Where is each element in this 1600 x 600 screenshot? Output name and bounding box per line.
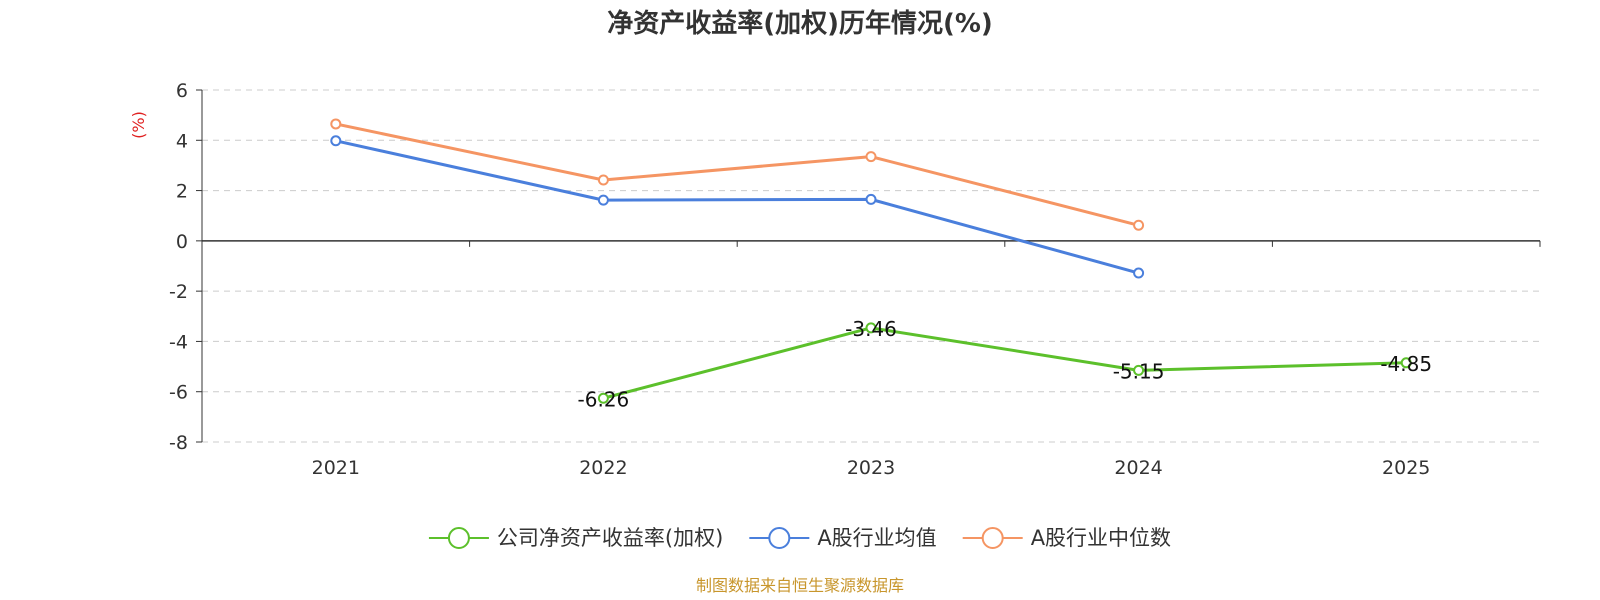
series-3 — [330, 118, 1145, 231]
data-point[interactable] — [597, 392, 609, 404]
legend-label: 公司净资产收益率(加权) — [497, 526, 723, 550]
legend-item-3[interactable]: A股行业中位数 — [962, 526, 1171, 550]
data-point[interactable] — [330, 118, 342, 130]
legend: 公司净资产收益率(加权) A股行业均值 A股行业中位数 — [428, 526, 1171, 550]
legend-swatch-marker — [447, 527, 470, 549]
data-label-layer: -6.26 -3.46 -5.15 -4.85 — [578, 317, 1433, 411]
data-point[interactable] — [1133, 267, 1145, 279]
y-axis-label: (%) — [129, 111, 148, 139]
legend-item-2[interactable]: A股行业均值 — [749, 526, 937, 550]
data-label: -6.26 — [578, 387, 630, 411]
data-point[interactable] — [865, 151, 877, 163]
series-1 — [597, 322, 1412, 404]
data-label: -5.15 — [1113, 359, 1165, 383]
axis-layer: 6 4 2 0 -2 -4 -6 -8 2021 2022 2023 2024 2025 — [169, 80, 1541, 479]
x-tick-label: 2024 — [1114, 457, 1162, 479]
y-tick-label: -6 — [169, 382, 188, 404]
x-tick-label: 2022 — [579, 457, 627, 479]
data-point[interactable] — [1133, 364, 1145, 376]
legend-item-1[interactable]: 公司净资产收益率(加权) — [428, 526, 723, 550]
x-tick-label: 2021 — [312, 457, 360, 479]
series-2 — [330, 135, 1145, 279]
y-tick-label: -2 — [169, 281, 188, 303]
x-tick-label: 2023 — [847, 457, 895, 479]
y-tick-label: 4 — [176, 130, 188, 152]
series-line — [335, 122, 1139, 227]
data-point[interactable] — [330, 135, 342, 147]
chart-title: 净资产收益率(加权)历年情况(%) — [607, 8, 993, 39]
y-tick-label: -4 — [169, 331, 188, 353]
source-note: 制图数据来自恒生聚源数据库 — [696, 576, 904, 595]
data-point[interactable] — [1400, 357, 1412, 369]
legend-label: A股行业均值 — [817, 526, 936, 550]
data-label: -3.46 — [845, 317, 897, 341]
series-line — [335, 139, 1139, 275]
series-line — [603, 326, 1407, 400]
data-label: -4.85 — [1380, 352, 1432, 376]
data-point[interactable] — [597, 174, 609, 186]
y-tick-label: 0 — [176, 231, 188, 253]
data-point[interactable] — [865, 322, 877, 334]
data-point[interactable] — [1133, 219, 1145, 231]
legend-label: A股行业中位数 — [1031, 526, 1171, 550]
legend-swatch-marker — [768, 527, 791, 549]
grid-layer — [202, 89, 1540, 443]
legend-swatch-marker — [981, 527, 1004, 549]
y-tick-label: 6 — [176, 80, 188, 102]
x-tick-label: 2025 — [1382, 457, 1430, 479]
data-point[interactable] — [865, 193, 877, 205]
data-point[interactable] — [597, 194, 609, 206]
y-tick-label: 2 — [176, 181, 188, 203]
y-tick-label: -8 — [169, 432, 188, 454]
series-layer — [330, 118, 1412, 404]
